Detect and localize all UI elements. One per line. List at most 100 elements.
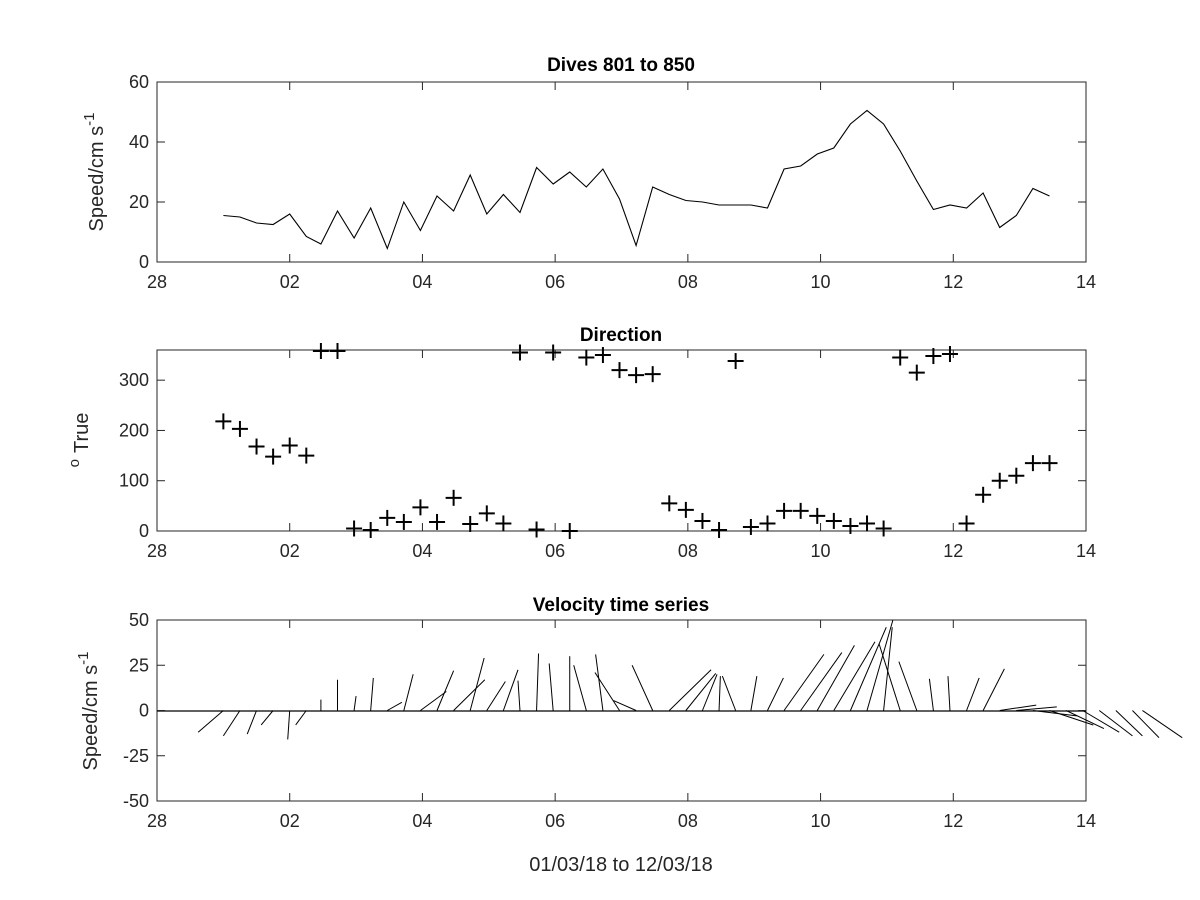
velocity-stick — [849, 627, 887, 711]
velocity-stick — [595, 654, 604, 711]
direction-y-tick-label: 100 — [119, 471, 149, 491]
direction-y-label-text: True — [71, 413, 93, 453]
direction-point — [215, 413, 232, 430]
direction-point — [312, 343, 329, 360]
direction-point — [362, 521, 379, 538]
velocity-x-ticks: 28 02 04 06 08 10 12 14 — [147, 620, 1096, 831]
velocity-x-tick-label: 12 — [943, 811, 963, 831]
speed-x-tick-label: 02 — [280, 272, 300, 292]
direction-point — [429, 513, 446, 530]
direction-x-ticks: 28 02 04 06 08 10 12 14 — [147, 350, 1096, 561]
velocity-x-label: 01/03/18 to 12/03/18 — [529, 854, 713, 876]
direction-point — [711, 521, 728, 538]
velocity-stick — [982, 668, 1005, 711]
velocity-stick — [1142, 710, 1183, 739]
velocity-x-tick-label: 28 — [147, 811, 167, 831]
velocity-stick — [436, 670, 455, 711]
speed-x-tick-label: 10 — [811, 272, 831, 292]
direction-point — [1041, 455, 1058, 472]
direction-point — [975, 486, 992, 503]
velocity-stick — [999, 704, 1037, 711]
direction-y-ticks: 0 100 200 300 — [119, 370, 1086, 541]
velocity-y-ticks: -50 -25 0 25 50 — [123, 610, 1086, 811]
direction-y-tick-label: 200 — [119, 420, 149, 440]
direction-x-tick-label: 28 — [147, 541, 167, 561]
velocity-stick — [701, 674, 718, 711]
speed-x-tick-label: 12 — [943, 272, 963, 292]
speed-x-tick-label: 28 — [147, 272, 167, 292]
direction-x-tick-label: 10 — [811, 541, 831, 561]
velocity-stick — [816, 645, 855, 711]
direction-point — [759, 515, 776, 532]
velocity-stick — [966, 677, 980, 711]
direction-point — [445, 489, 462, 506]
velocity-stick — [370, 677, 374, 711]
velocity-stick — [1016, 706, 1057, 711]
speed-x-ticks: 28 02 04 06 08 10 12 14 — [147, 82, 1096, 292]
direction-point — [677, 501, 694, 518]
direction-point — [892, 349, 909, 366]
velocity-stick — [486, 681, 506, 711]
direction-point — [528, 521, 545, 538]
direction-x-tick-label: 06 — [545, 541, 565, 561]
direction-y-label: o True — [66, 413, 93, 468]
velocity-stick — [573, 665, 587, 711]
direction-point — [248, 438, 265, 455]
direction-point — [594, 347, 611, 364]
direction-point — [776, 502, 793, 519]
direction-point — [379, 509, 396, 526]
velocity-stick — [1049, 710, 1094, 726]
velocity-stick — [783, 654, 825, 711]
direction-point — [231, 420, 248, 437]
velocity-stick — [668, 669, 712, 711]
direction-title: Direction — [580, 325, 662, 346]
speed-line — [223, 109, 1050, 251]
velocity-stick — [594, 672, 620, 711]
direction-axes-box — [156, 349, 1087, 532]
velocity-stick — [947, 676, 951, 711]
velocity-y-tick-label: 50 — [129, 610, 149, 630]
direction-point — [661, 495, 678, 512]
direction-point — [329, 343, 346, 360]
speed-series — [223, 109, 1050, 251]
direction-point — [859, 515, 876, 532]
direction-y-label-superscript: o — [66, 459, 83, 467]
direction-x-tick-label: 14 — [1076, 541, 1096, 561]
direction-point — [511, 344, 528, 361]
velocity-y-tick-label: -25 — [123, 746, 149, 766]
velocity-stick — [866, 619, 894, 711]
velocity-stick — [387, 701, 403, 711]
direction-point — [792, 502, 809, 519]
velocity-x-tick-label: 10 — [811, 811, 831, 831]
direction-point — [462, 515, 479, 532]
velocity-sticks — [197, 619, 1183, 740]
direction-y-tick-label: 300 — [119, 370, 149, 390]
direction-point — [1024, 455, 1041, 472]
velocity-stick — [721, 675, 737, 711]
velocity-stick — [453, 679, 486, 711]
velocity-x-tick-label: 06 — [545, 811, 565, 831]
speed-y-ticks: 0 20 40 60 — [129, 72, 1086, 272]
direction-point — [412, 499, 429, 516]
direction-point — [298, 447, 315, 464]
velocity-stick — [613, 700, 637, 711]
velocity-stick — [800, 652, 843, 711]
direction-point — [478, 505, 495, 522]
velocity-y-label-text: Speed/cm s — [80, 665, 102, 771]
direction-x-tick-label: 08 — [678, 541, 698, 561]
speed-y-tick-label: 0 — [139, 252, 149, 272]
velocity-y-tick-label: 0 — [139, 701, 149, 721]
direction-point — [908, 364, 925, 381]
direction-point — [1008, 467, 1025, 484]
direction-point — [395, 513, 412, 530]
velocity-panel: 28 02 04 06 08 10 12 14 -50 -25 0 25 50 Velocity ti… — [75, 595, 1183, 876]
velocity-stick — [353, 695, 357, 711]
speed-x-tick-label: 08 — [678, 272, 698, 292]
direction-point — [825, 512, 842, 529]
direction-point — [628, 367, 645, 384]
direction-point — [578, 349, 595, 366]
direction-point — [809, 507, 826, 524]
velocity-x-tick-label: 14 — [1076, 811, 1096, 831]
velocity-x-tick-label: 02 — [280, 811, 300, 831]
velocity-stick — [1032, 710, 1077, 717]
